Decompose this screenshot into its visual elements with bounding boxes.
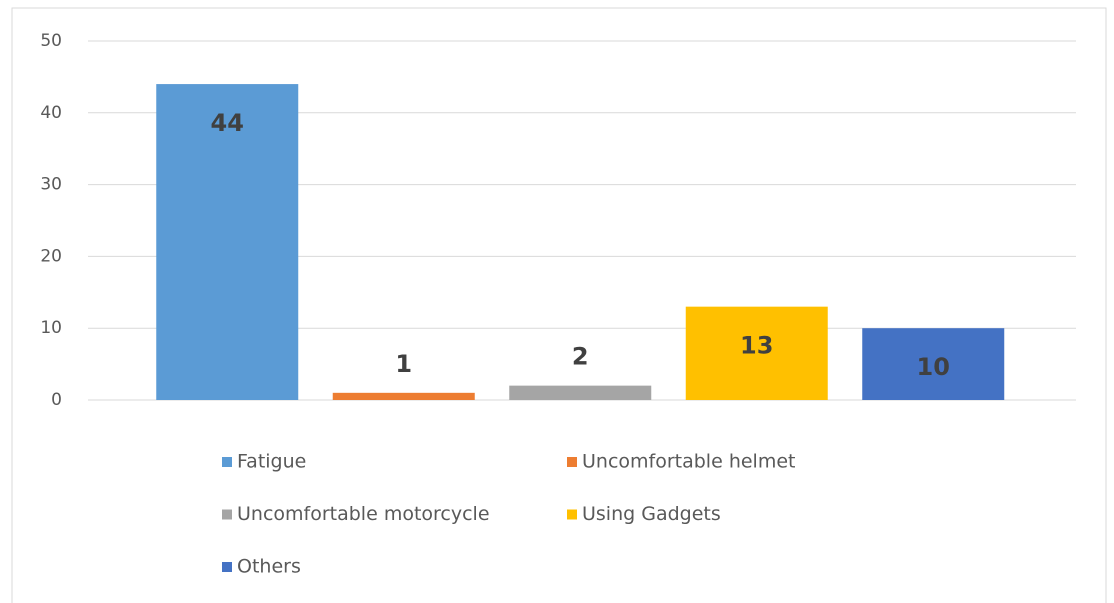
y-tick-label: 20	[40, 246, 62, 266]
bar	[685, 306, 828, 400]
legend-label: Uncomfortable motorcycle	[237, 503, 490, 525]
y-tick-label: 30	[40, 175, 62, 195]
data-label: 1	[395, 350, 412, 378]
data-label: 10	[917, 353, 950, 381]
y-tick-label: 0	[51, 390, 62, 410]
legend-label: Others	[237, 556, 301, 578]
legend-swatch	[222, 457, 232, 467]
bar	[332, 392, 475, 400]
legend-label: Using Gadgets	[582, 503, 721, 525]
legend-label: Uncomfortable helmet	[582, 451, 795, 473]
data-label: 13	[740, 332, 773, 360]
bar	[509, 385, 652, 400]
y-tick-label: 10	[40, 318, 62, 338]
data-label: 2	[572, 343, 589, 371]
legend-swatch	[222, 509, 232, 520]
legend-swatch	[567, 457, 577, 467]
y-tick-label: 50	[40, 31, 62, 51]
legend-label: Fatigue	[237, 451, 306, 473]
y-tick-label: 40	[40, 103, 62, 123]
data-label: 44	[211, 109, 244, 137]
legend-swatch	[222, 562, 232, 572]
legend-swatch	[567, 509, 577, 520]
bar	[156, 84, 299, 400]
bar	[862, 328, 1005, 400]
